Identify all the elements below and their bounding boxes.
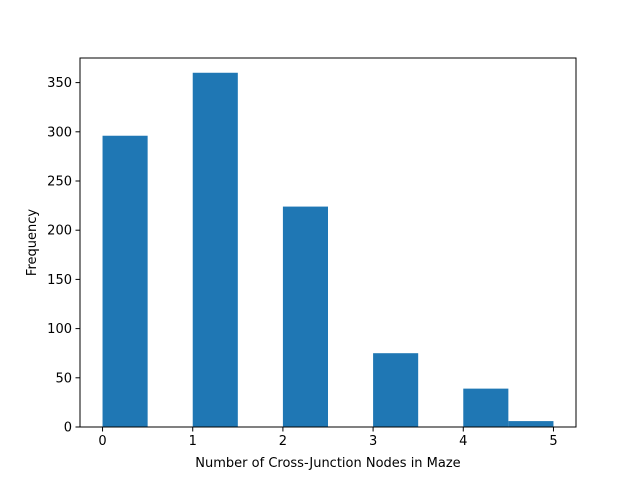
bars-group (102, 72, 554, 427)
y-tick-label: 150 (47, 273, 72, 288)
x-tick-label: 1 (189, 434, 197, 449)
x-tick-label: 3 (369, 434, 377, 449)
histogram-bar (282, 206, 328, 427)
histogram-bar (373, 353, 419, 427)
y-tick-label: 200 (47, 224, 72, 239)
histogram-bar (463, 388, 509, 427)
y-axis-ticks: 0 50 100 150 200 250 300 350 (47, 76, 80, 436)
y-tick-label: 0 (64, 421, 72, 436)
y-tick-label: 300 (47, 125, 72, 140)
plot-frame (79, 57, 577, 428)
y-tick-label: 350 (47, 76, 72, 91)
histogram-bar (102, 135, 148, 427)
x-tick-label: 5 (549, 434, 557, 449)
x-axis-ticks: 0 1 2 3 4 5 (98, 427, 558, 449)
y-tick-label: 50 (55, 371, 72, 386)
y-tick-label: 250 (47, 175, 72, 190)
x-axis-label: Number of Cross-Junction Nodes in Maze (195, 456, 460, 471)
histogram-bar (508, 421, 554, 427)
y-axis-label: Frequency (25, 209, 40, 276)
y-tick-label: 100 (47, 322, 72, 337)
x-tick-label: 4 (459, 434, 467, 449)
x-tick-label: 2 (279, 434, 287, 449)
x-tick-label: 0 (98, 434, 106, 449)
histogram-bar (192, 72, 238, 427)
